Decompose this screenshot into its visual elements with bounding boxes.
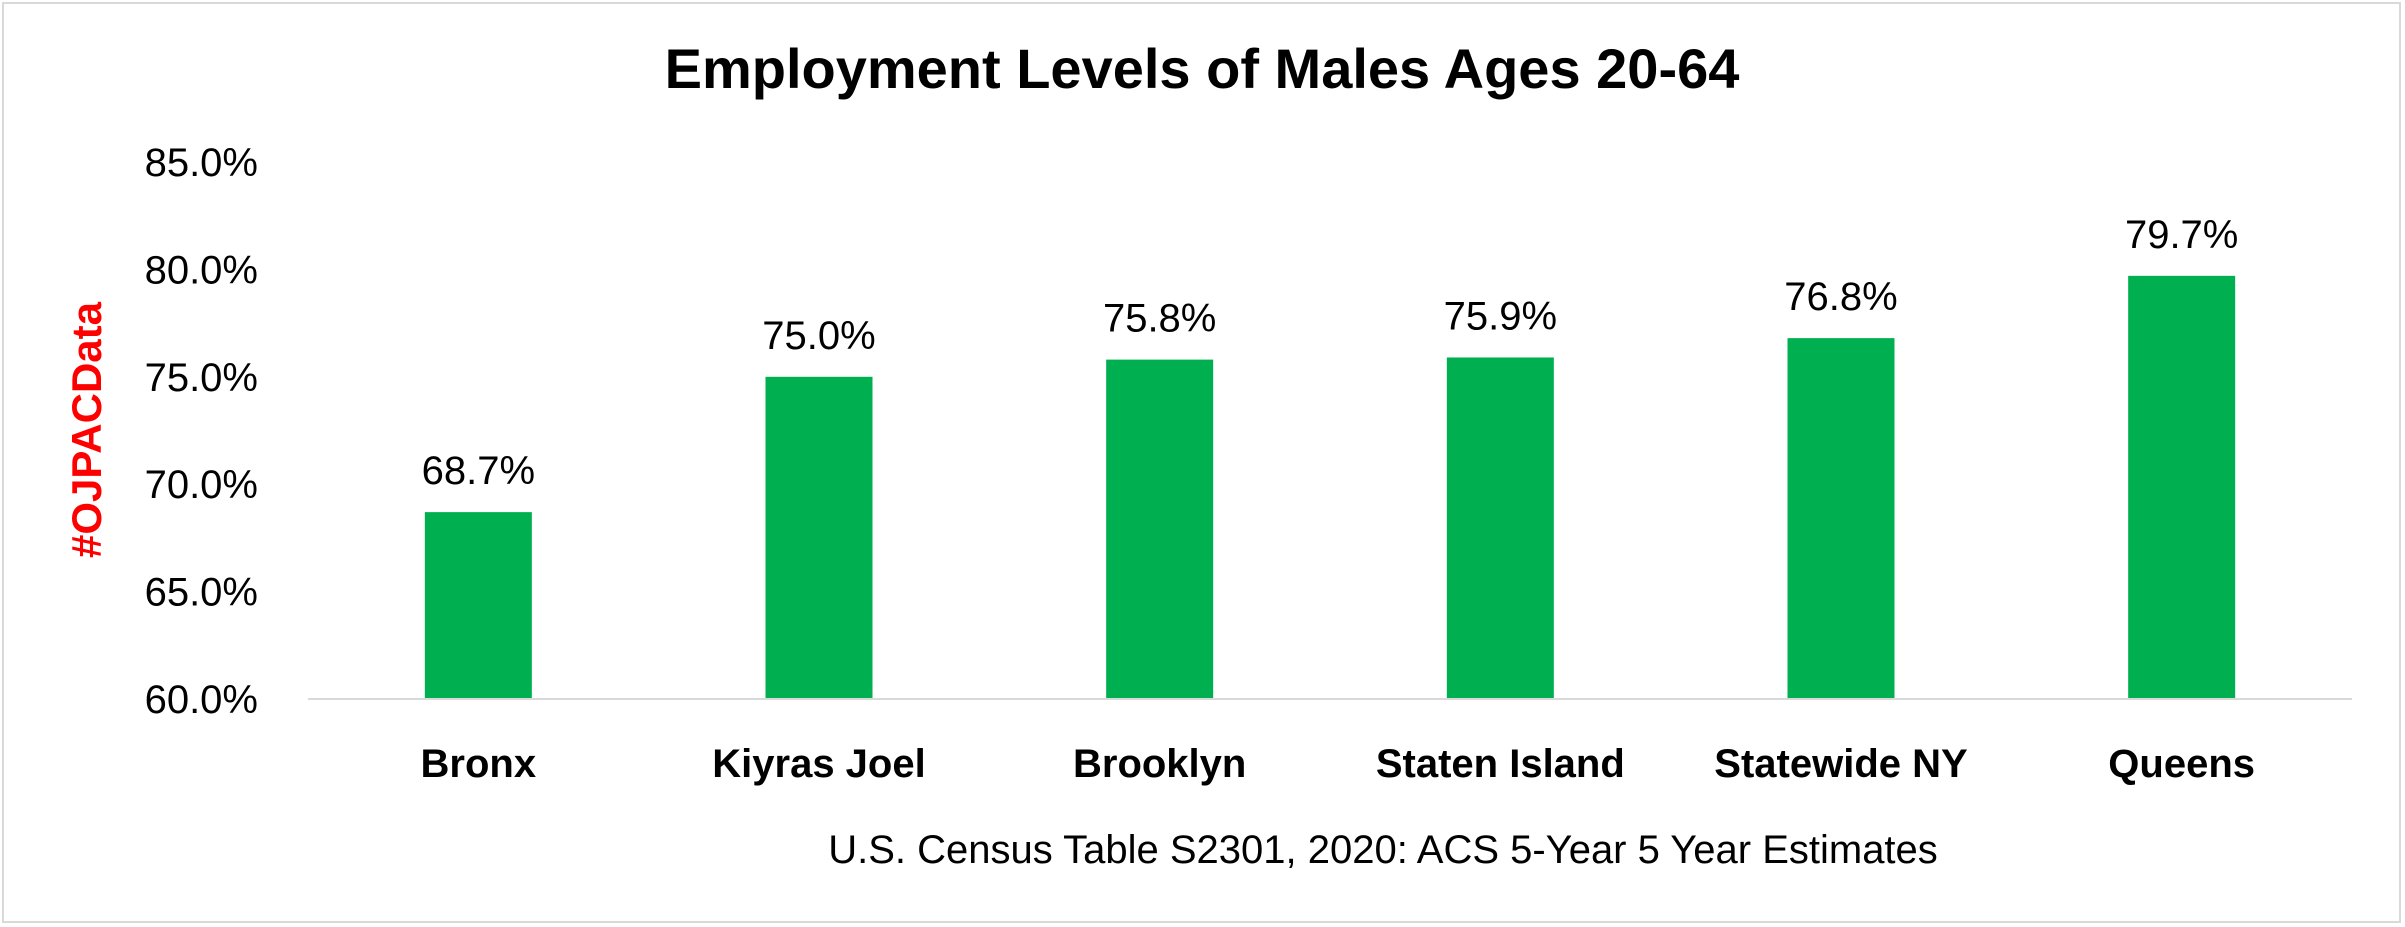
bar <box>424 512 532 699</box>
data-label: 68.7% <box>422 449 535 493</box>
y-tick-label: 75.0% <box>145 356 258 400</box>
y-tick-label: 65.0% <box>145 571 258 615</box>
data-labels: 68.7% 75.0% 75.8% 75.9% 76.8% 79.7% <box>422 213 2239 493</box>
y-tick-label: 70.0% <box>145 463 258 507</box>
bar <box>765 376 873 699</box>
y-tick-label: 60.0% <box>145 678 258 722</box>
bar <box>1787 338 1895 699</box>
data-label: 79.7% <box>2125 213 2238 257</box>
chart-title: Employment Levels of Males Ages 20-64 <box>665 37 1740 100</box>
data-label: 76.8% <box>1784 275 1897 319</box>
x-tick-label: Bronx <box>421 742 537 786</box>
x-tick-label: Brooklyn <box>1073 742 1246 786</box>
data-label: 75.0% <box>762 314 875 358</box>
bar <box>2128 275 2236 699</box>
data-label: 75.8% <box>1103 297 1216 341</box>
data-label: 75.9% <box>1444 294 1557 338</box>
watermark-label: #OJPACData <box>63 301 110 558</box>
x-axis-title: U.S. Census Table S2301, 2020: ACS 5-Yea… <box>828 828 1938 872</box>
bar <box>1106 359 1214 699</box>
x-tick-label: Kiyras Joel <box>712 742 925 786</box>
bar <box>1446 357 1554 699</box>
y-axis: 60.0% 65.0% 70.0% 75.0% 80.0% 85.0% <box>145 141 258 722</box>
y-tick-label: 85.0% <box>145 141 258 185</box>
x-tick-label: Staten Island <box>1376 742 1625 786</box>
bar-series <box>424 275 2236 699</box>
x-tick-label: Statewide NY <box>1714 742 1968 786</box>
y-tick-label: 80.0% <box>145 248 258 292</box>
x-axis: Bronx Kiyras Joel Brooklyn Staten Island Sta… <box>421 742 2255 786</box>
x-tick-label: Queens <box>2108 742 2255 786</box>
